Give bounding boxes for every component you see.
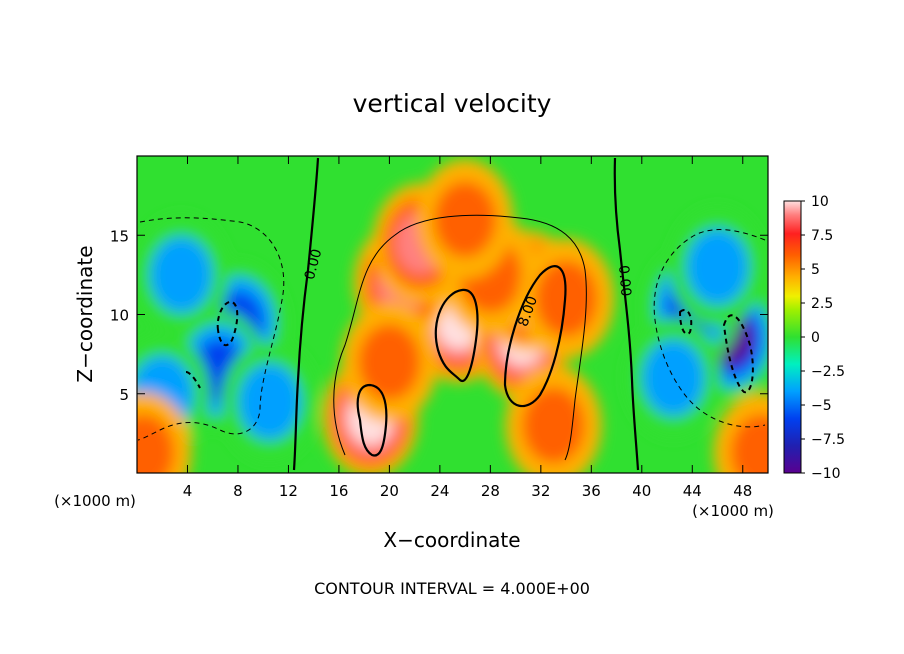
field-blob-20-1 xyxy=(112,414,174,490)
field-blob-18-1 xyxy=(358,324,420,400)
x-unit-left: (×1000 m) xyxy=(54,492,136,510)
colorbar-gradient xyxy=(784,201,801,473)
x-unit-right: (×1000 m) xyxy=(692,502,774,520)
x-tick-label-28: 28 xyxy=(481,482,500,500)
chart-title: vertical velocity xyxy=(353,89,552,118)
field-blob-8-1 xyxy=(642,340,704,416)
colorbar-label-5: −2.5 xyxy=(811,364,845,380)
x-tick-label-20: 20 xyxy=(380,482,399,500)
x-tick-label-40: 40 xyxy=(632,482,651,500)
contour-interval-note: CONTOUR INTERVAL = 4.000E+00 xyxy=(314,579,590,598)
x-tick-label-44: 44 xyxy=(683,482,702,500)
y-axis-label: Z−coordinate xyxy=(73,245,97,382)
colorbar-label-3: 2.5 xyxy=(811,296,833,312)
x-tick-label-12: 12 xyxy=(279,482,298,500)
x-tick-label-48: 48 xyxy=(733,482,752,500)
field-blob-3-1 xyxy=(239,364,301,440)
colorbar-label-0: 10 xyxy=(811,194,829,210)
y-tick-label-15: 15 xyxy=(110,227,129,245)
colorbar-label-1: 7.5 xyxy=(811,228,833,244)
colorbar-ticks: 10 7.5 5 2.5 0 −2.5 −5 −7.5 −10 xyxy=(801,194,845,482)
x-tick-label-36: 36 xyxy=(582,482,601,500)
y-tick-label-5: 5 xyxy=(119,386,129,404)
x-tick-label-32: 32 xyxy=(531,482,550,500)
colorbar-label-8: −10 xyxy=(811,466,841,482)
plot-area: 0.008.000.00 xyxy=(95,156,809,512)
colorbar: 10 7.5 5 2.5 0 −2.5 −5 −7.5 −10 xyxy=(784,194,845,482)
contour-label-2: 0.00 xyxy=(615,265,634,297)
colorbar-label-7: −7.5 xyxy=(811,432,845,448)
colorbar-label-2: 5 xyxy=(811,262,820,278)
x-tick-label-4: 4 xyxy=(183,482,193,500)
x-tick-label-8: 8 xyxy=(233,482,243,500)
field-blob-17-1 xyxy=(434,181,496,257)
field-blob-7-1 xyxy=(687,229,749,305)
x-tick-label-24: 24 xyxy=(430,482,449,500)
colorbar-label-4: 0 xyxy=(811,330,820,346)
x-axis-label: X−coordinate xyxy=(383,528,520,552)
y-tick-label-10: 10 xyxy=(110,307,129,325)
x-tick-label-16: 16 xyxy=(329,482,348,500)
colorbar-label-6: −5 xyxy=(811,398,832,414)
field-blob-2-1 xyxy=(150,237,212,313)
